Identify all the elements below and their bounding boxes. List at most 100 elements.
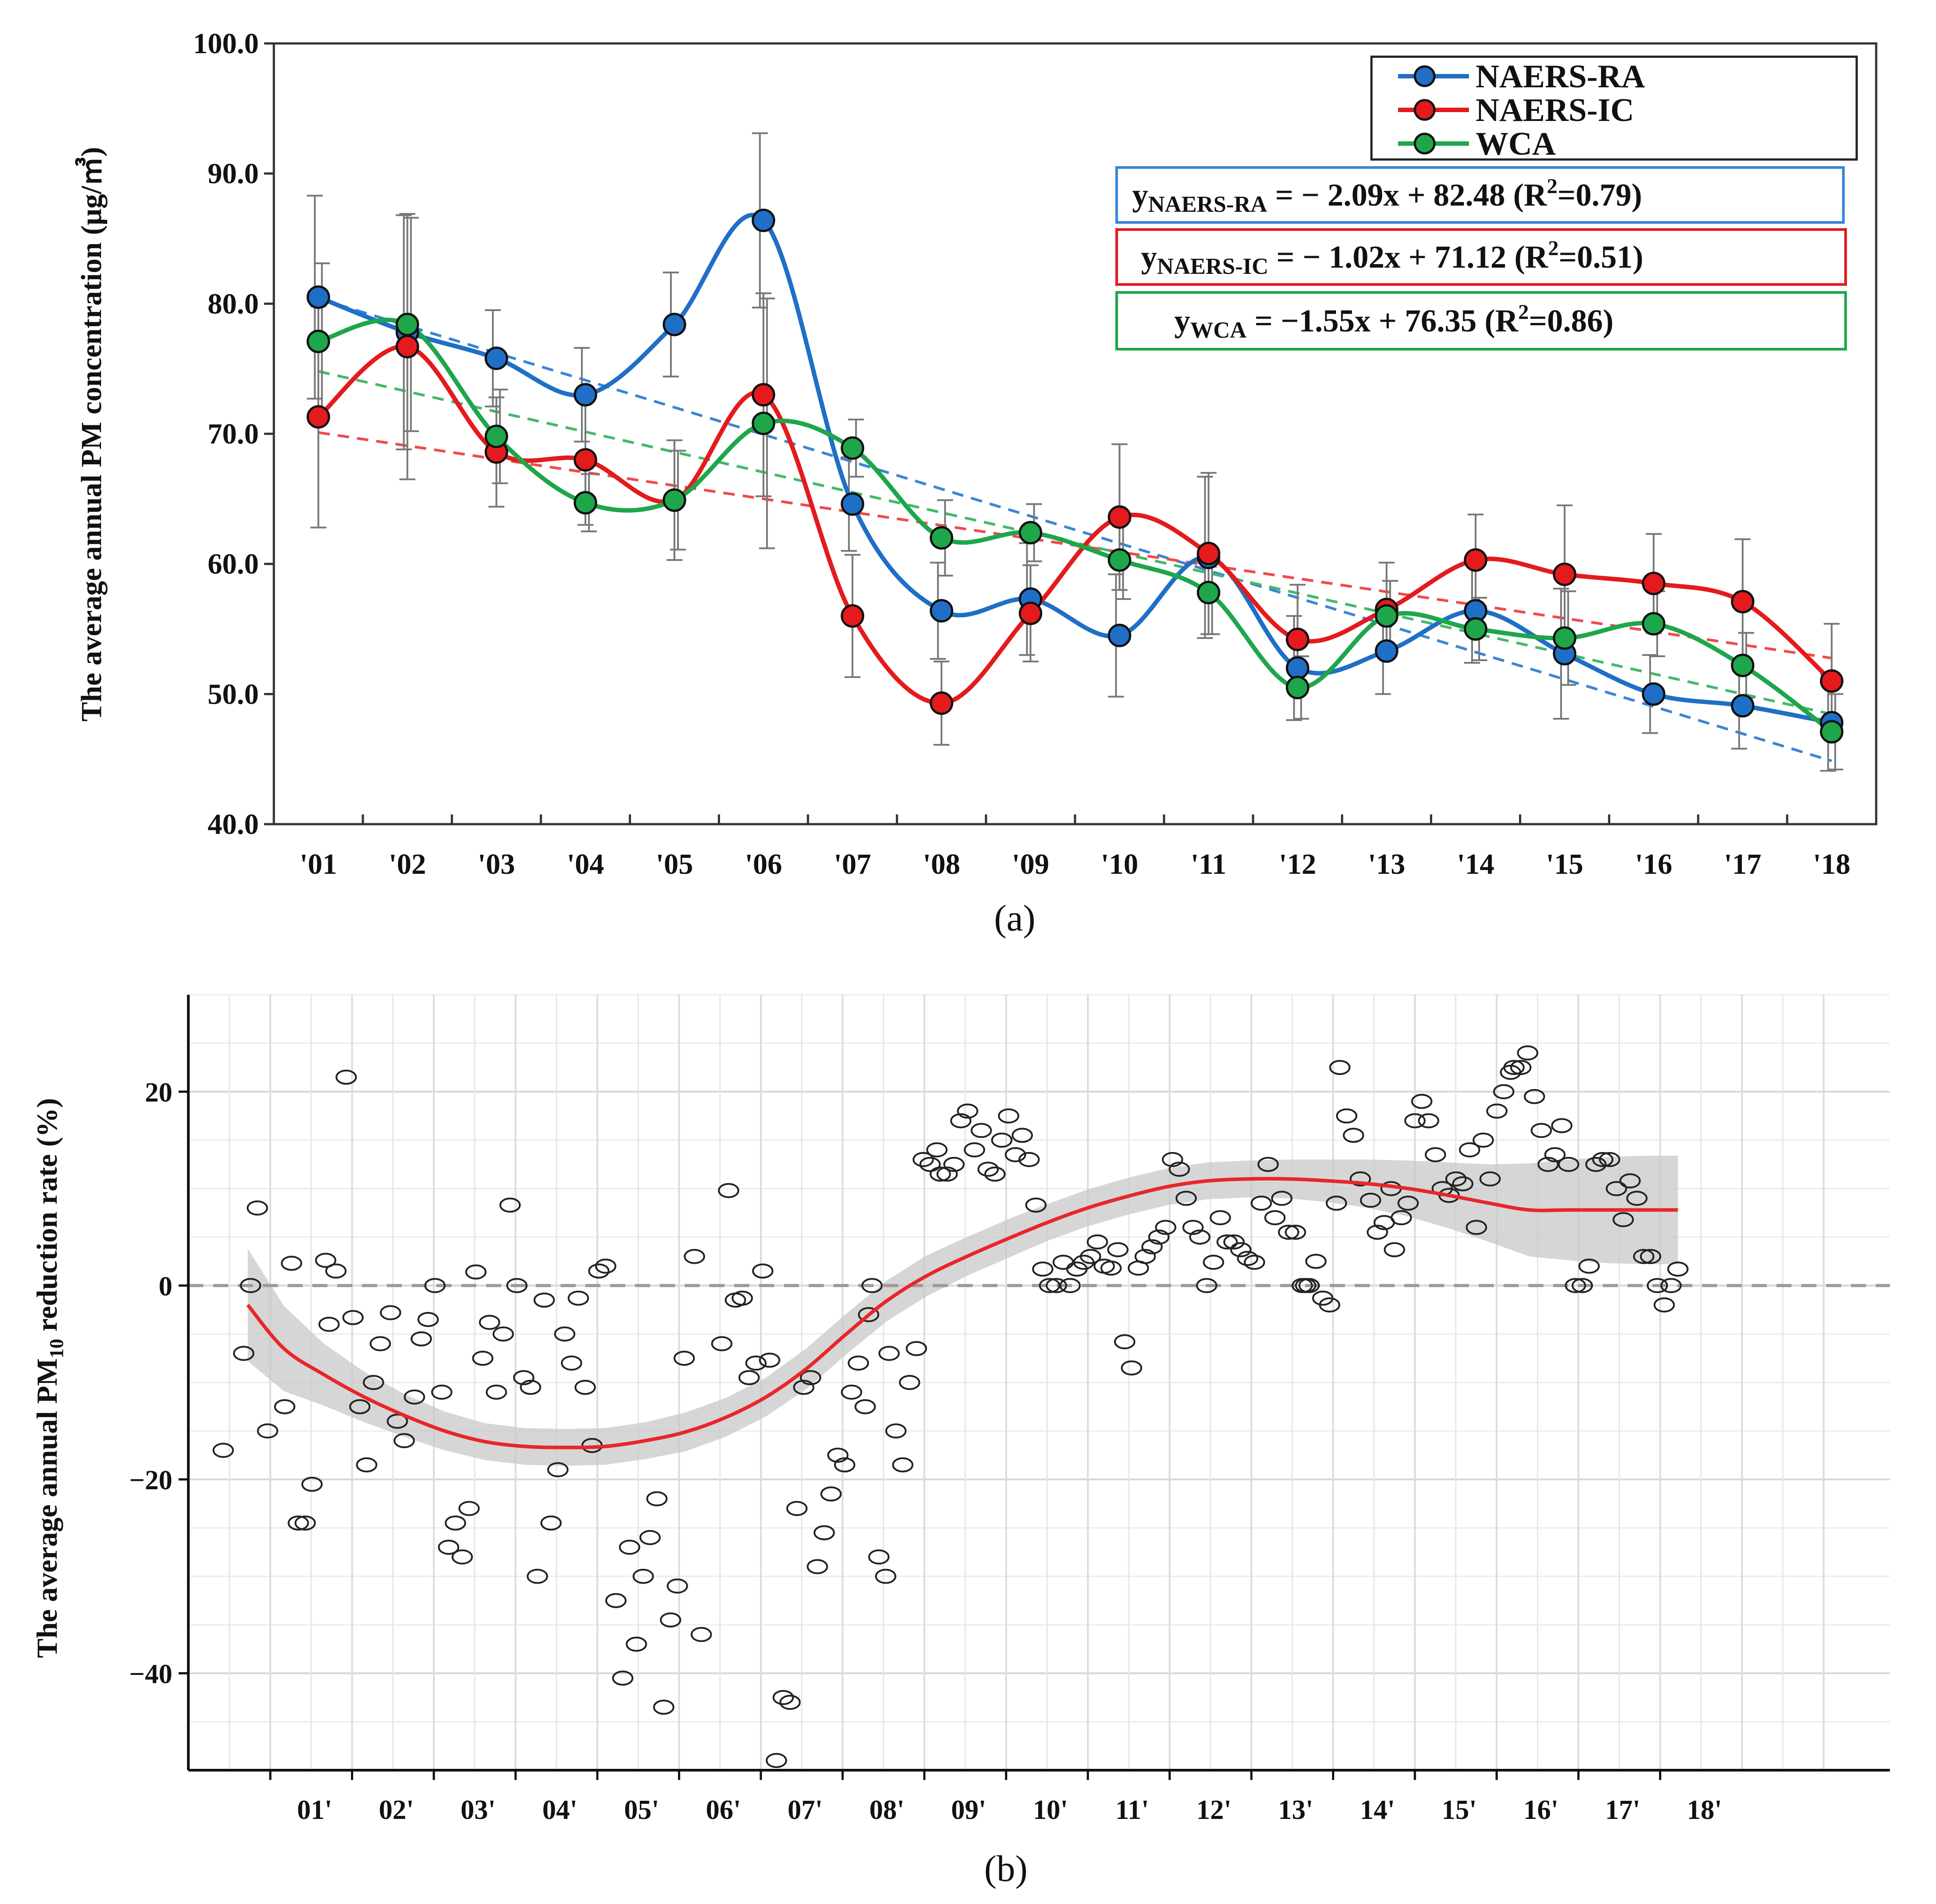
panel-a-legend: NAERS-RA NAERS-IC WCA: [1370, 55, 1858, 162]
scatter-point: [1619, 1173, 1641, 1188]
marker-naers-ra: [930, 599, 954, 623]
marker-wca: [1196, 580, 1220, 604]
scatter-point: [1517, 1045, 1539, 1061]
scatter-point: [1264, 1210, 1286, 1226]
marker-naers-ic: [395, 335, 419, 358]
y-tick-label: −20: [129, 1465, 172, 1495]
panel-b-smooth-line: [246, 1177, 1678, 1449]
scatter-point: [1032, 1262, 1054, 1277]
marker-naers-ra: [1731, 694, 1755, 718]
equation-box-naers-ic: [1115, 228, 1847, 286]
scatter-point: [288, 1515, 309, 1531]
scatter-point: [492, 1326, 514, 1342]
scatter-point: [1018, 1152, 1040, 1167]
scatter-point: [431, 1384, 452, 1400]
x-tick-label: 06': [706, 1795, 741, 1825]
marker-wca: [573, 491, 597, 515]
scatter-point: [465, 1264, 487, 1280]
scatter-point: [1046, 1278, 1067, 1293]
scatter-point: [1343, 1128, 1364, 1143]
scatter-point: [957, 1103, 978, 1119]
legend-marker-wca: [1414, 132, 1436, 155]
marker-wca: [662, 488, 686, 512]
scatter-point: [875, 1569, 896, 1584]
scatter-point: [964, 1142, 986, 1157]
x-tick-label: 11': [1115, 1795, 1149, 1825]
y-tick-label: 90.0: [208, 158, 259, 190]
scatter-point: [906, 1341, 927, 1356]
panel-b-points: [212, 1045, 1689, 1768]
equation-wca: yWCA = −1.55x + 76.35 (R2=0.86): [1174, 300, 1613, 343]
scatter-point: [926, 1142, 948, 1157]
scatter-point: [834, 1457, 856, 1472]
scatter-point: [1298, 1278, 1320, 1293]
scatter-point: [1660, 1278, 1682, 1293]
panel-a-markers: [306, 208, 1844, 744]
x-tick-label: '16: [1635, 848, 1672, 880]
scatter-point: [772, 1690, 794, 1705]
scatter-point: [666, 1578, 688, 1594]
scatter-point: [335, 1069, 357, 1085]
scatter-point: [1626, 1191, 1648, 1206]
scatter-point: [605, 1593, 627, 1608]
legend-label-naers-ra: NAERS-RA: [1476, 58, 1645, 95]
scatter-point: [892, 1457, 914, 1472]
scatter-point: [711, 1336, 732, 1351]
scatter-point: [1544, 1147, 1566, 1162]
marker-naers-ra: [1285, 656, 1309, 680]
marker-wca: [752, 412, 775, 436]
scatter-point: [1599, 1152, 1620, 1167]
y-tick-label: 20: [145, 1078, 172, 1108]
scatter-point: [868, 1549, 890, 1565]
scatter-point: [520, 1379, 541, 1395]
scatter-point: [315, 1253, 336, 1268]
scatter-point: [1647, 1278, 1668, 1293]
marker-naers-ic: [573, 448, 597, 472]
scatter-point: [479, 1315, 500, 1330]
marker-naers-ic: [1642, 572, 1666, 596]
marker-naers-ra: [752, 208, 775, 232]
scatter-point: [246, 1200, 268, 1216]
x-tick-label: 15': [1441, 1795, 1476, 1825]
scatter-point: [274, 1399, 296, 1414]
scatter-point: [998, 1108, 1020, 1124]
scatter-point: [356, 1457, 378, 1472]
scatter-point: [342, 1310, 364, 1325]
scatter-point: [424, 1278, 446, 1293]
legend-label-naers-ic: NAERS-IC: [1476, 92, 1634, 128]
scatter-point: [1100, 1260, 1122, 1276]
x-tick-label: 14': [1360, 1795, 1395, 1825]
x-tick-label: '07: [834, 848, 871, 880]
scatter-point: [950, 1113, 972, 1129]
scatter-point: [1653, 1297, 1675, 1312]
scatter-point: [1349, 1171, 1371, 1187]
marker-wca: [1375, 604, 1398, 628]
marker-naers-ic: [306, 405, 330, 429]
scatter-point: [1493, 1084, 1515, 1099]
x-tick-label: 17': [1605, 1795, 1640, 1825]
scatter-point: [800, 1370, 822, 1386]
equation-naers-ic: yNAERS-IC = − 1.02x + 71.12 (R2=0.51): [1141, 237, 1643, 279]
panel-b-scatter-chart: 20 0 −20 −40 01' 02' 03' 04' 05' 06' 07' 08' 09' 10'…: [31, 994, 1890, 1889]
scatter-point: [506, 1278, 528, 1293]
scatter-point: [410, 1331, 432, 1347]
scatter-point: [984, 1166, 1006, 1182]
scatter-point: [1285, 1224, 1306, 1240]
equation-box-wca: [1115, 291, 1847, 350]
scatter-point: [393, 1433, 415, 1448]
scatter-point: [1189, 1229, 1211, 1245]
scatter-point: [612, 1670, 634, 1686]
scatter-point: [943, 1156, 965, 1172]
scatter-point: [526, 1569, 548, 1584]
scatter-point: [841, 1384, 862, 1400]
scatter-point: [970, 1123, 992, 1138]
scatter-point: [793, 1379, 814, 1395]
marker-wca: [395, 312, 419, 336]
scatter-point: [1472, 1133, 1494, 1148]
marker-wca: [1107, 548, 1131, 572]
scatter-point: [738, 1370, 760, 1386]
scatter-point: [561, 1355, 582, 1371]
scatter-point: [632, 1569, 654, 1584]
scatter-point: [752, 1263, 774, 1279]
